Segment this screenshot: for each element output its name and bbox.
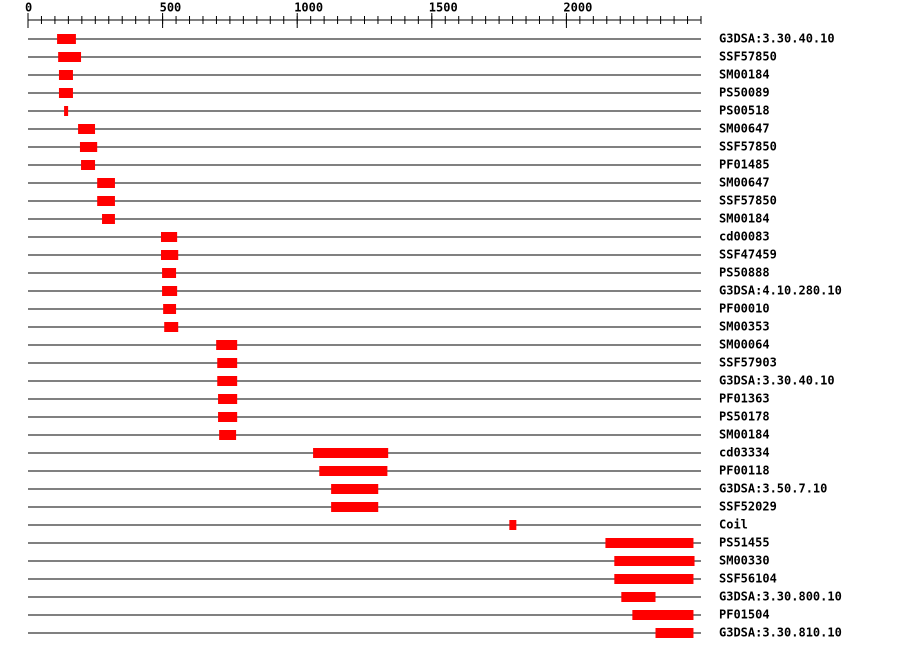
domain-bar (64, 106, 69, 116)
domain-bar (78, 124, 96, 134)
row-label: PS50178 (719, 410, 770, 424)
row-label: PF00010 (719, 302, 770, 316)
domain-bar (162, 268, 177, 278)
domain-bar (79, 142, 98, 152)
domain-bar (97, 178, 115, 188)
row-label: SSF57903 (719, 356, 777, 370)
domain-bar (319, 466, 388, 476)
row-label: SSF57850 (719, 140, 777, 154)
row-label: SM00647 (719, 122, 770, 136)
row-label: SM00647 (719, 176, 770, 190)
domain-bar (81, 160, 96, 170)
row-label: G3DSA:3.30.810.10 (719, 626, 842, 640)
domain-bar (331, 484, 379, 494)
domain-bar (614, 574, 694, 584)
domain-bar (163, 304, 177, 314)
domain-bar (605, 538, 694, 548)
domain-bar (509, 520, 517, 530)
domain-bar (216, 340, 238, 350)
domain-bar (313, 448, 389, 458)
row-label: SSF57850 (719, 50, 777, 64)
row-label: SM00184 (719, 212, 770, 226)
x-tick-label: 1000 (294, 1, 323, 15)
row-label: cd03334 (719, 446, 770, 460)
row-label: PS00518 (719, 104, 770, 118)
row-label: SM00184 (719, 68, 770, 82)
x-tick-label: 0 (25, 1, 32, 15)
domain-bar (160, 232, 178, 242)
row-label: PS50089 (719, 86, 770, 100)
domain-bar (614, 556, 695, 566)
row-label: SSF56104 (719, 572, 777, 586)
x-tick-label: 500 (160, 1, 182, 15)
row-label: SM00064 (719, 338, 770, 352)
domain-bar (632, 610, 694, 620)
domain-bar (218, 394, 238, 404)
row-label: SM00353 (719, 320, 770, 334)
domain-bar (621, 592, 656, 602)
row-label: cd00083 (719, 230, 770, 244)
row-label: G3DSA:3.50.7.10 (719, 482, 827, 496)
row-label: G3DSA:3.30.40.10 (719, 32, 835, 46)
row-label: SM00184 (719, 428, 770, 442)
row-label: PF01363 (719, 392, 770, 406)
domain-bar (219, 430, 237, 440)
domain-bar (655, 628, 694, 638)
x-tick-label: 1500 (429, 1, 458, 15)
domain-bar (218, 412, 238, 422)
domain-bar (217, 358, 238, 368)
row-label: PF00118 (719, 464, 770, 478)
row-label: SSF47459 (719, 248, 777, 262)
row-label: PF01504 (719, 608, 770, 622)
domain-bar (331, 502, 379, 512)
domain-bar (57, 34, 76, 44)
row-label: SM00330 (719, 554, 770, 568)
row-label: G3DSA:3.30.40.10 (719, 374, 835, 388)
row-label: PS51455 (719, 536, 770, 550)
domain-bar (58, 88, 73, 98)
domain-bar (102, 214, 115, 224)
domain-bar (162, 286, 178, 296)
row-label: Coil (719, 518, 748, 532)
row-label: G3DSA:4.10.280.10 (719, 284, 842, 298)
domain-bar (58, 70, 73, 80)
row-label: SSF57850 (719, 194, 777, 208)
row-label: G3DSA:3.30.800.10 (719, 590, 842, 604)
domain-bar (58, 52, 82, 62)
row-label: PS50888 (719, 266, 770, 280)
row-label: SSF52029 (719, 500, 777, 514)
row-label: PF01485 (719, 158, 770, 172)
domain-bar (217, 376, 238, 386)
domain-bar (160, 250, 179, 260)
domain-bar (164, 322, 179, 332)
domain-bar (97, 196, 115, 206)
x-tick-label: 2000 (563, 1, 592, 15)
